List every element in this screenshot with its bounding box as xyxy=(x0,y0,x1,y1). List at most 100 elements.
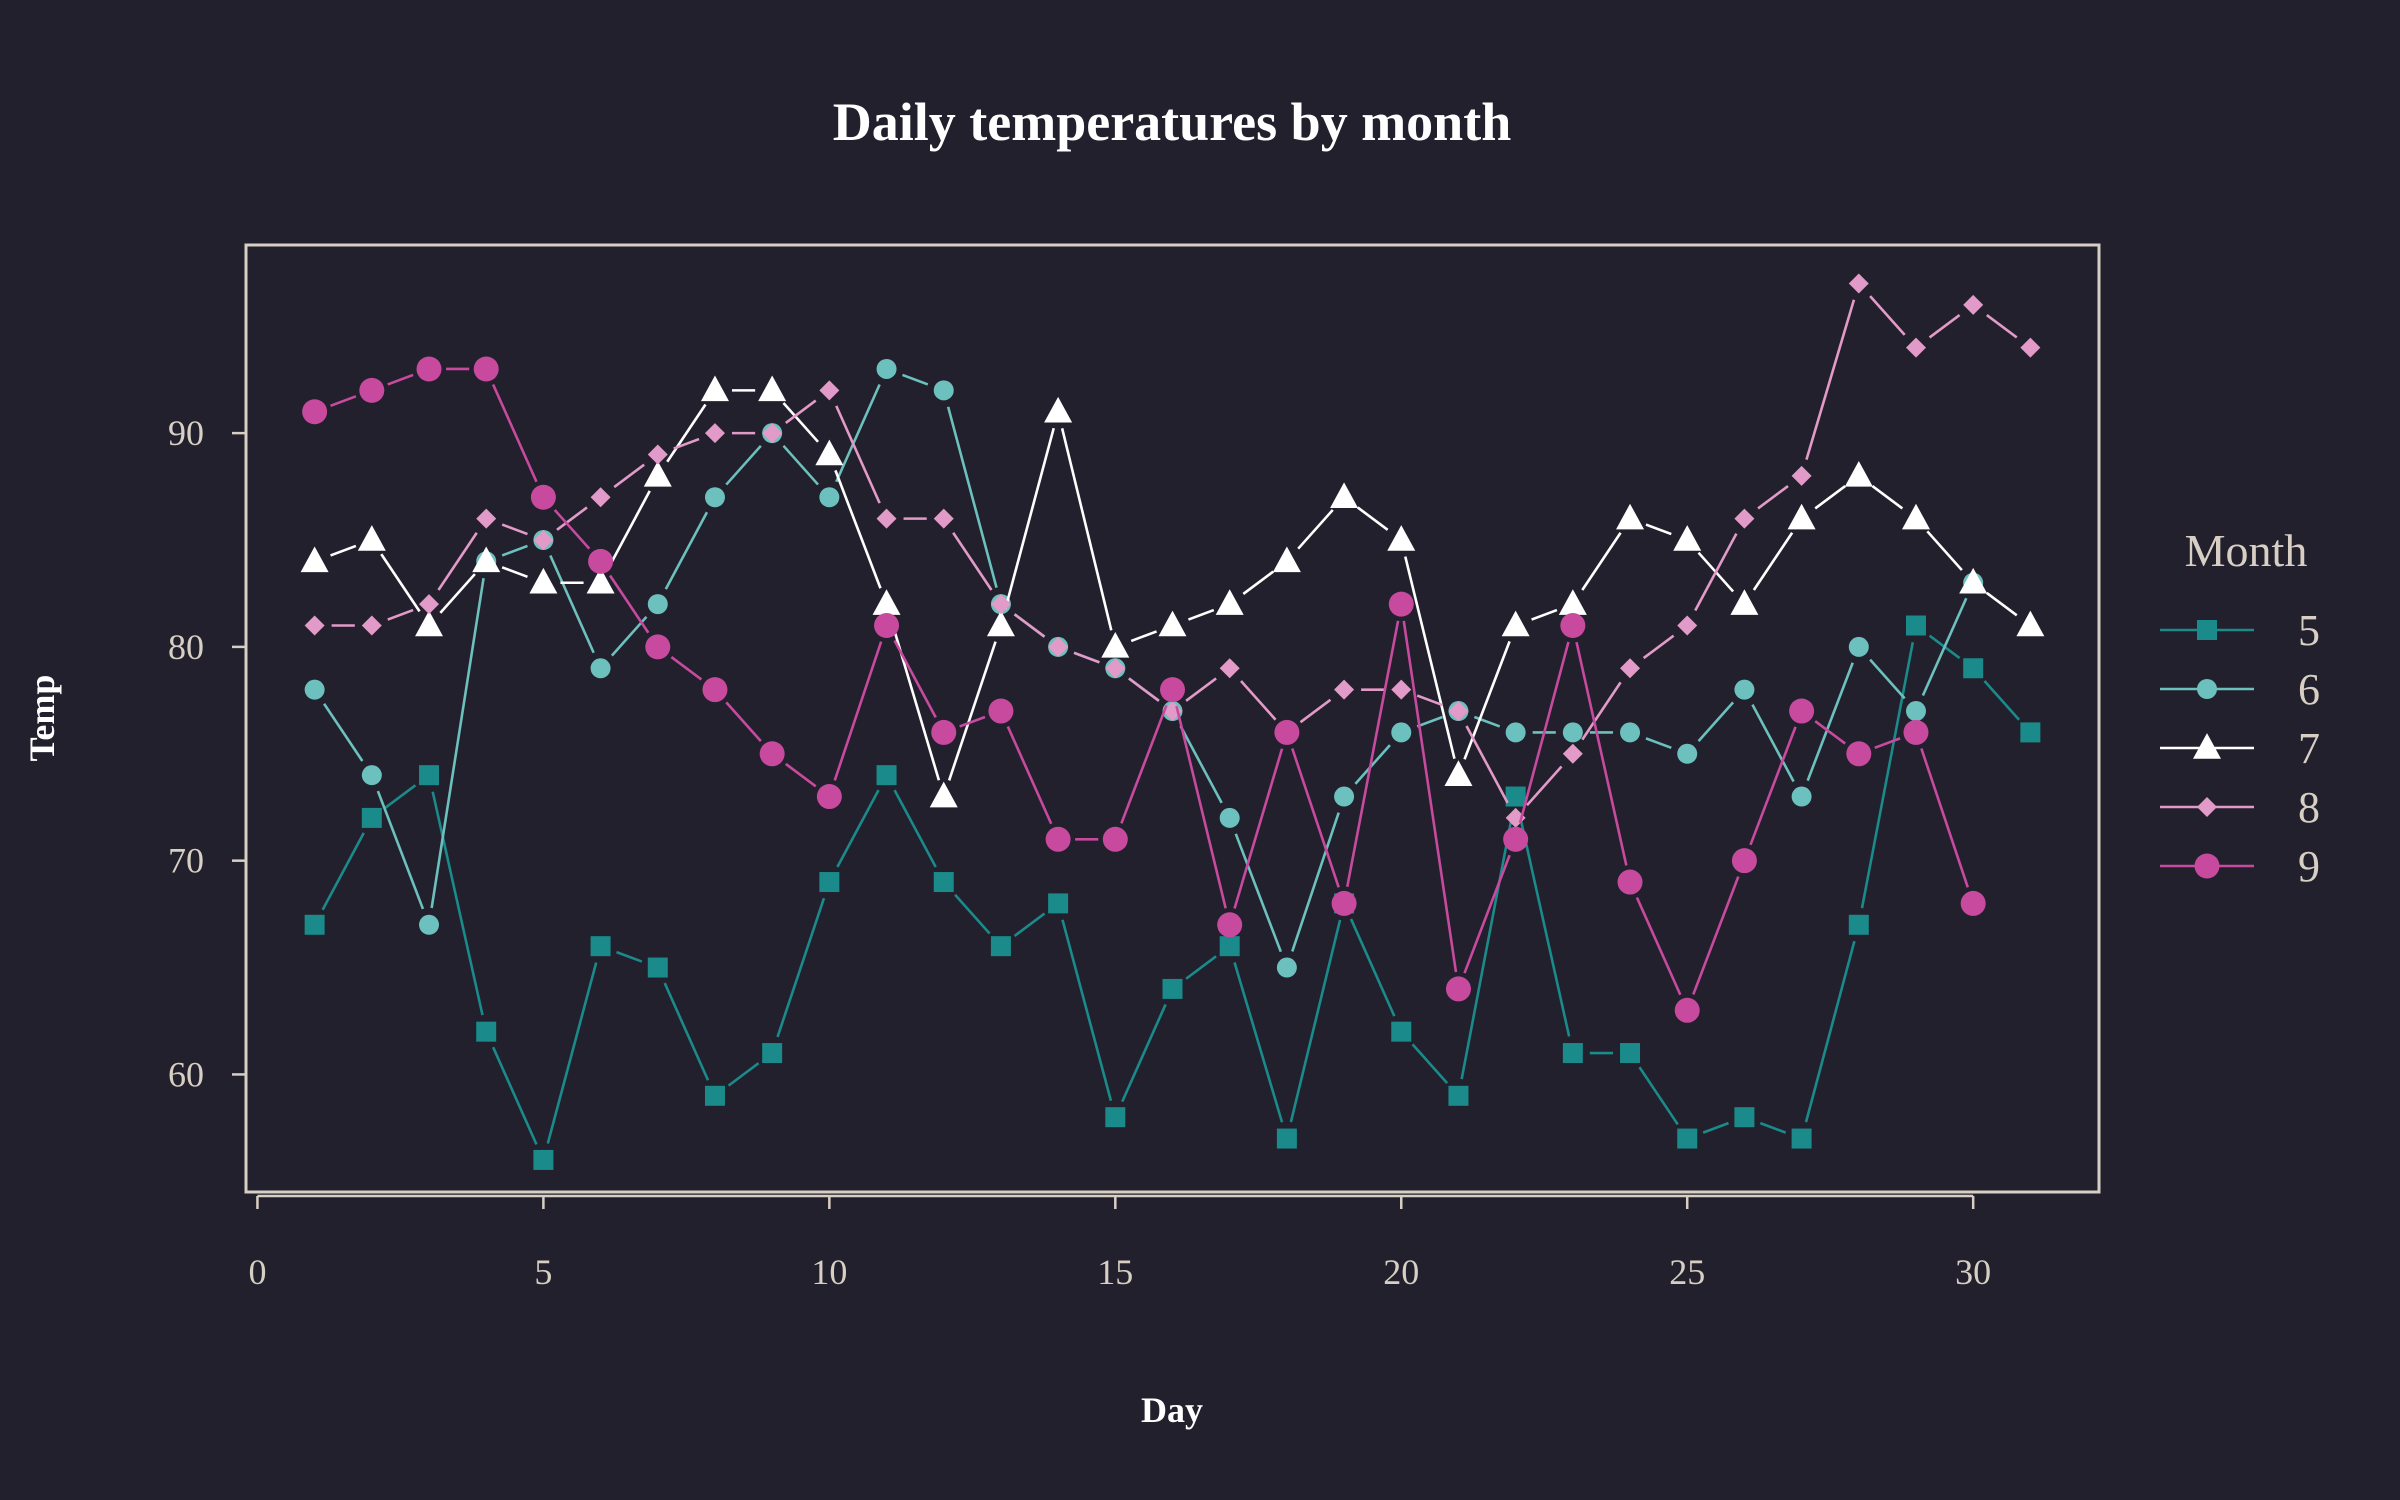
series-7-point xyxy=(1673,525,1702,551)
series-9-segment xyxy=(608,574,650,634)
series-5-segment xyxy=(893,789,937,868)
series-7-segment xyxy=(947,641,997,781)
series-5-segment xyxy=(384,784,417,809)
series-8-point xyxy=(1963,294,1984,315)
series-6-segment xyxy=(902,373,929,386)
series-5-segment xyxy=(1460,812,1514,1080)
series-7-segment xyxy=(1130,630,1158,643)
series-8-point xyxy=(533,530,554,551)
series-7-segment xyxy=(890,620,941,781)
series-7-point xyxy=(586,567,615,594)
series-6-segment xyxy=(1179,725,1223,804)
series-9-segment xyxy=(1233,748,1284,909)
series-9-point xyxy=(1731,848,1757,874)
series-5-segment xyxy=(727,1062,760,1087)
y-axis: 60 70 80 90 xyxy=(168,413,246,1094)
series-9-point xyxy=(359,377,385,403)
series-7-segment xyxy=(1531,608,1558,621)
series-6-point xyxy=(1391,722,1412,743)
series-7-point xyxy=(1959,567,1988,594)
legend-item-6: 6 xyxy=(2160,665,2320,714)
series-8-segment xyxy=(673,437,700,450)
series-9-point xyxy=(530,484,556,510)
x-axis: 0 5 10 15 20 25 30 xyxy=(248,1194,1991,1292)
series-7-segment xyxy=(380,553,421,613)
series-7-segment xyxy=(1004,427,1055,610)
series-6-segment xyxy=(1416,715,1443,728)
series-5-point xyxy=(647,957,668,978)
series-8-point xyxy=(1334,679,1355,700)
series-6-segment xyxy=(664,511,709,590)
series-8-point xyxy=(304,615,325,636)
series-6-segment xyxy=(501,544,528,557)
series-5-segment xyxy=(1185,955,1217,980)
series-7 xyxy=(300,375,2045,808)
series-9-point xyxy=(816,784,842,810)
series-9-point xyxy=(1445,976,1471,1002)
series-5-point xyxy=(704,1085,725,1106)
series-8-point xyxy=(1848,273,1869,294)
legend-marker xyxy=(2193,733,2221,759)
series-9-point xyxy=(1846,741,1872,767)
series-8-point xyxy=(762,423,783,444)
series-6-point xyxy=(419,914,440,935)
series-9-point xyxy=(1102,826,1128,852)
x-tick-label: 30 xyxy=(1955,1252,1991,1292)
legend-label: 9 xyxy=(2298,842,2320,891)
series-6-segment xyxy=(1473,715,1501,728)
series-6-point xyxy=(1620,722,1641,743)
series-7-point xyxy=(472,546,501,573)
series-5-point xyxy=(1677,1128,1698,1149)
legend-item-8: 8 xyxy=(2160,783,2320,832)
series-6-point xyxy=(1562,722,1583,743)
series-5-point xyxy=(476,1021,497,1042)
legend-label: 5 xyxy=(2298,606,2320,655)
series-8-point xyxy=(476,508,497,529)
series-9-point xyxy=(1960,890,1986,916)
series-8-segment xyxy=(1299,698,1332,724)
series-7-point xyxy=(872,589,901,615)
series-9-point xyxy=(874,613,900,639)
series-7-segment xyxy=(666,403,707,463)
series-8-point xyxy=(933,508,954,529)
series-5-segment xyxy=(1518,812,1571,1037)
series-8-point xyxy=(1562,743,1583,764)
series-5-segment xyxy=(1121,1003,1167,1103)
series-9-point xyxy=(1045,826,1071,852)
series-7-segment xyxy=(501,566,528,579)
series-9-segment xyxy=(330,395,357,408)
series-8-segment xyxy=(1013,613,1046,638)
legend-marker xyxy=(2197,679,2217,699)
series-7-point xyxy=(1844,460,1873,487)
series-6 xyxy=(304,358,1984,978)
series-9 xyxy=(302,356,1986,1023)
x-tick-label: 5 xyxy=(534,1252,552,1292)
series-7-point xyxy=(415,610,444,637)
legend-marker xyxy=(2197,620,2217,640)
series-7-point xyxy=(2016,610,2045,637)
series-5-point xyxy=(876,765,897,786)
y-tick-label: 90 xyxy=(168,413,204,453)
series-9-segment xyxy=(833,641,883,781)
series-8-point xyxy=(1620,658,1641,679)
series-7-segment xyxy=(1814,485,1846,510)
series-5-segment xyxy=(836,789,880,868)
series-7-point xyxy=(1044,396,1073,423)
series-5-point xyxy=(361,807,382,828)
legend-label: 8 xyxy=(2298,783,2320,832)
series-8-segment xyxy=(1073,651,1100,664)
series-9-point xyxy=(1903,719,1929,745)
y-tick-label: 70 xyxy=(168,841,204,881)
series-5-point xyxy=(990,936,1011,957)
series-9-segment xyxy=(1463,854,1511,974)
series-6-segment xyxy=(323,703,364,762)
series-7-segment xyxy=(1187,608,1215,621)
series-6-point xyxy=(1505,722,1526,743)
series-7-point xyxy=(1501,610,1530,637)
series-8-segment xyxy=(1757,485,1789,510)
series-9-point xyxy=(416,356,442,382)
series-7-point xyxy=(1730,589,1759,615)
series-5-segment xyxy=(1061,919,1113,1102)
series-7-segment xyxy=(1986,591,2018,617)
series-5-point xyxy=(762,1043,783,1064)
